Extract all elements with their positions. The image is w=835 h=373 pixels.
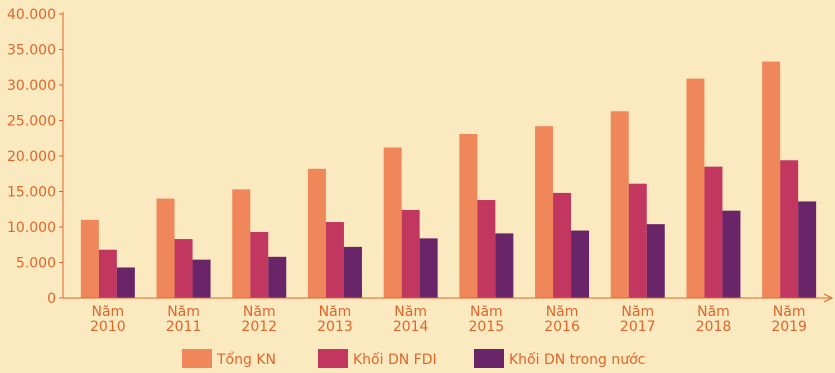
x-tick-label: 2015 <box>469 319 505 335</box>
x-tick-label: 2012 <box>241 319 277 335</box>
x-tick-label: 2014 <box>393 319 429 335</box>
x-tick-label: 2010 <box>90 319 126 335</box>
bar-2-5 <box>401 209 420 298</box>
x-tick-label: 2016 <box>544 319 580 335</box>
y-tick-label: 15.000 <box>7 185 56 201</box>
bar-2-3 <box>250 231 269 298</box>
bar-1-9 <box>686 78 705 298</box>
x-tick-label: Năm <box>167 304 200 320</box>
bar-3-1 <box>116 267 135 298</box>
x-axis-arrow <box>823 293 834 303</box>
x-tick-label: Năm <box>394 304 427 320</box>
bar-3-7 <box>571 230 590 298</box>
x-tick-label: 2013 <box>317 319 353 335</box>
y-tick-label: 35.000 <box>7 43 56 59</box>
x-tick-label: Năm <box>546 304 579 320</box>
y-axis: 0 5.000 10.000 15.000 20.000 25.000 30.000 35.0… <box>7 7 64 307</box>
bar-3-10 <box>798 201 817 298</box>
x-tick-label: Năm <box>243 304 276 320</box>
bar-2-1 <box>98 249 117 298</box>
bar-3-2 <box>192 259 211 298</box>
y-tick-label: 30.000 <box>7 78 56 94</box>
x-tick-label: Năm <box>773 304 806 320</box>
legend-label-3: Khối DN trong nước <box>509 351 645 368</box>
y-tick-label: 20.000 <box>7 149 56 165</box>
bar-1-1 <box>80 219 99 298</box>
bar-3-9 <box>722 210 741 298</box>
bar-2-4 <box>325 222 344 298</box>
bar-1-6 <box>459 133 478 298</box>
x-tick-label: Năm <box>319 304 352 320</box>
x-tick-label: Năm <box>697 304 730 320</box>
bar-1-3 <box>232 189 251 298</box>
legend-label-1: Tổng KN <box>216 351 276 368</box>
bar-3-6 <box>495 233 514 298</box>
bar-3-3 <box>268 256 287 298</box>
y-tick-label: 0 <box>47 291 56 307</box>
y-tick-label: 5.000 <box>16 256 56 272</box>
y-tick-label: 25.000 <box>7 114 56 130</box>
x-tick-label: 2011 <box>166 319 202 335</box>
bar-1-5 <box>383 147 402 298</box>
y-tick-label: 40.000 <box>7 7 56 23</box>
bars <box>80 61 817 299</box>
bar-2-10 <box>780 160 799 298</box>
legend-swatch-2 <box>318 349 348 368</box>
bar-1-7 <box>535 126 554 299</box>
legend-swatch-1 <box>182 349 212 368</box>
x-axis: Năm2010Năm2011Năm2012Năm2013Năm2014Năm20… <box>63 293 834 335</box>
bar-1-4 <box>307 168 326 298</box>
legend: Tổng KN Khối DN FDI Khối DN trong nước <box>182 349 645 368</box>
y-tick-label: 10.000 <box>7 220 56 236</box>
bar-2-7 <box>553 192 572 298</box>
bar-3-8 <box>646 224 665 298</box>
x-tick-label: Năm <box>91 304 124 320</box>
x-tick-label: 2017 <box>620 319 656 335</box>
bar-2-8 <box>628 183 647 298</box>
bar-3-4 <box>343 246 362 298</box>
bar-2-9 <box>704 166 723 298</box>
x-tick-label: Năm <box>621 304 654 320</box>
bar-1-10 <box>762 61 781 298</box>
legend-swatch-3 <box>474 349 504 368</box>
x-tick-label: 2018 <box>696 319 732 335</box>
bar-1-2 <box>156 198 175 298</box>
bar-2-2 <box>174 239 193 298</box>
x-tick-label: Năm <box>470 304 503 320</box>
x-tick-label: 2019 <box>771 319 807 335</box>
bar-3-5 <box>419 238 438 298</box>
bar-2-6 <box>477 200 496 298</box>
bar-1-8 <box>610 111 629 299</box>
legend-label-2: Khối DN FDI <box>353 351 437 368</box>
